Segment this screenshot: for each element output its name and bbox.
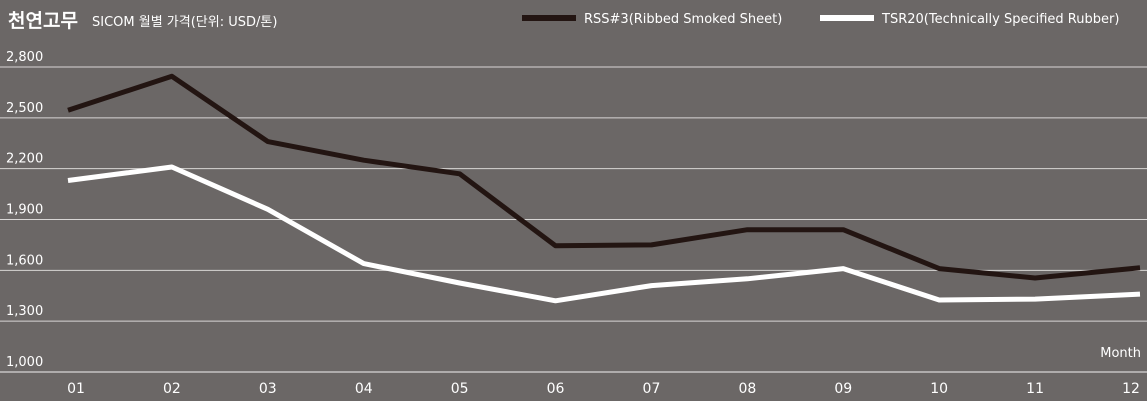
x-tick-label: 07 <box>643 381 661 397</box>
y-tick-label: 2,500 <box>6 101 43 116</box>
chart-subtitle: SICOM 월별 가격(단위: USD/톤) <box>92 15 277 30</box>
y-tick-label: 1,900 <box>6 203 43 218</box>
x-axis-label: Month <box>1100 346 1141 361</box>
chart-title: 천연고무 <box>8 10 78 32</box>
x-tick-label: 01 <box>67 381 85 397</box>
grid-lines <box>0 66 1147 373</box>
legend-label-rss3: RSS#3(Ribbed Smoked Sheet) <box>584 12 782 27</box>
series-line-tsr20 <box>67 164 1141 304</box>
series-lines <box>67 73 1141 304</box>
y-tick-label: 1,600 <box>6 253 43 268</box>
series-line-rss3 <box>67 73 1141 281</box>
x-tick-label: 04 <box>355 381 373 397</box>
x-tick-label: 06 <box>547 381 565 397</box>
x-tick-label: 02 <box>163 381 181 397</box>
legend-label-tsr20: TSR20(Technically Specified Rubber) <box>881 12 1119 27</box>
x-tick-label: 10 <box>930 381 948 397</box>
y-tick-label: 1,000 <box>6 355 43 370</box>
x-tick-label: 12 <box>1122 381 1140 397</box>
y-tick-label: 2,800 <box>6 50 43 65</box>
x-tick-label: 08 <box>738 381 756 397</box>
y-tick-label: 1,300 <box>6 304 43 319</box>
x-axis-ticks: 01 02 03 04 05 06 07 08 09 10 11 12 <box>67 381 1140 397</box>
legend: RSS#3(Ribbed Smoked Sheet) TSR20(Technic… <box>522 12 1119 27</box>
x-tick-label: 11 <box>1026 381 1044 397</box>
y-tick-label: 2,200 <box>6 152 43 167</box>
x-tick-label: 03 <box>259 381 277 397</box>
y-axis-ticks: 1,000 1,300 1,600 1,900 2,200 2,500 2,800 <box>6 50 43 370</box>
x-tick-label: 05 <box>451 381 469 397</box>
x-tick-label: 09 <box>834 381 852 397</box>
